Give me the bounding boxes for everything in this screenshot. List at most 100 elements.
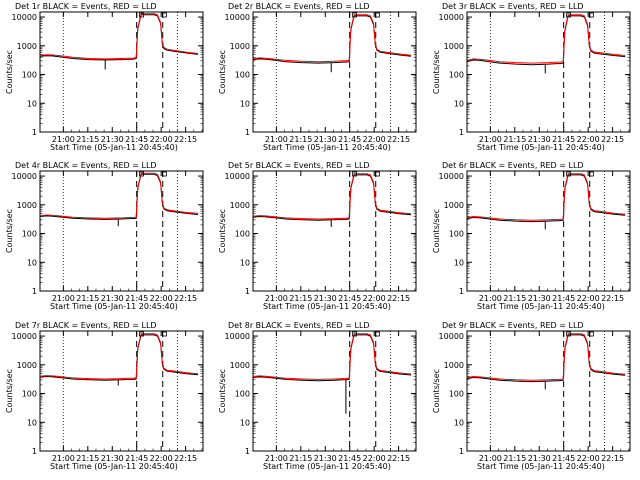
plot-title: Det 8r BLACK = Events, RED = LLD bbox=[228, 321, 370, 330]
x-axis-label: Start Time (05-Jan-11 20:45:40) bbox=[477, 143, 605, 152]
x-tick-label: 22:15 bbox=[387, 135, 410, 144]
saa-marker bbox=[566, 171, 571, 177]
x-tick-label: 21:00 bbox=[265, 294, 288, 303]
lld-line bbox=[252, 173, 412, 220]
x-tick-label: 21:15 bbox=[289, 454, 312, 463]
y-tick-label: 10000 bbox=[225, 172, 250, 181]
y-tick-label: 1000 bbox=[444, 361, 464, 370]
y-axis-label: Counts/sec bbox=[5, 369, 14, 413]
plot-panel-4: Det 4r BLACK = Events, RED = LLD 1 10 100 10… bbox=[5, 161, 204, 311]
y-axis-label: Counts/sec bbox=[218, 369, 227, 413]
events-line bbox=[39, 334, 199, 381]
x-tick-label: 21:45 bbox=[338, 454, 361, 463]
y-axis-label: Counts/sec bbox=[218, 50, 227, 94]
saa-marker bbox=[588, 12, 594, 18]
x-tick-label: 22:00 bbox=[363, 294, 386, 303]
events-line bbox=[466, 334, 626, 383]
x-tick-label: 21:45 bbox=[125, 294, 148, 303]
x-tick-label: 21:30 bbox=[101, 294, 124, 303]
y-tick-label: 100 bbox=[449, 230, 464, 239]
y-tick-label: 100 bbox=[235, 71, 250, 80]
x-tick-label: 22:00 bbox=[150, 135, 173, 144]
plot-panel-1: Det 1r BLACK = Events, RED = LLD 1 10 100 10… bbox=[5, 2, 204, 152]
saa-marker bbox=[161, 12, 167, 18]
saa-marker bbox=[374, 331, 380, 337]
y-tick-label: 10000 bbox=[12, 172, 37, 181]
y-tick-label: 10000 bbox=[225, 332, 250, 341]
x-tick-label: 21:00 bbox=[265, 135, 288, 144]
events-line bbox=[39, 173, 199, 220]
x-tick-label: 21:30 bbox=[101, 135, 124, 144]
x-tick-label: 21:45 bbox=[552, 294, 575, 303]
x-tick-label: 22:15 bbox=[174, 454, 197, 463]
x-axis-label: Start Time (05-Jan-11 20:45:40) bbox=[50, 302, 178, 311]
y-tick-label: 1 bbox=[32, 128, 37, 137]
events-line bbox=[252, 15, 412, 64]
y-tick-label: 1 bbox=[245, 128, 250, 137]
plot-frame bbox=[466, 11, 631, 133]
events-line bbox=[466, 174, 626, 223]
x-tick-label: 22:15 bbox=[601, 454, 624, 463]
x-axis-label: Start Time (05-Jan-11 20:45:40) bbox=[50, 462, 178, 471]
y-tick-label: 1 bbox=[459, 287, 464, 296]
y-tick-label: 1000 bbox=[17, 42, 37, 51]
saa-marker bbox=[139, 12, 144, 18]
saa-marker bbox=[161, 331, 167, 337]
x-tick-label: 21:30 bbox=[528, 454, 551, 463]
x-tick-label: 22:00 bbox=[363, 454, 386, 463]
x-tick-label: 21:45 bbox=[552, 454, 575, 463]
x-tick-label: 21:30 bbox=[528, 135, 551, 144]
y-tick-label: 10 bbox=[240, 258, 250, 267]
x-axis-label: Start Time (05-Jan-11 20:45:40) bbox=[263, 143, 391, 152]
x-tick-label: 21:15 bbox=[76, 454, 99, 463]
x-tick-label: 21:45 bbox=[338, 294, 361, 303]
x-axis-label: Start Time (05-Jan-11 20:45:40) bbox=[477, 302, 605, 311]
x-tick-label: 22:15 bbox=[601, 135, 624, 144]
y-axis-label: Counts/sec bbox=[432, 50, 441, 94]
saa-marker bbox=[139, 331, 144, 337]
plot-frame bbox=[39, 11, 204, 133]
plot-panel-8: Det 8r BLACK = Events, RED = LLD 1 10 100 10… bbox=[218, 321, 417, 471]
y-tick-label: 10 bbox=[27, 418, 37, 427]
events-line bbox=[252, 334, 412, 382]
x-tick-label: 22:00 bbox=[150, 454, 173, 463]
plot-title: Det 4r BLACK = Events, RED = LLD bbox=[15, 161, 157, 170]
plot-panel-2: Det 2r BLACK = Events, RED = LLD 1 10 100 10… bbox=[218, 2, 417, 152]
x-tick-label: 21:00 bbox=[52, 294, 75, 303]
x-tick-label: 21:45 bbox=[552, 135, 575, 144]
y-tick-label: 10000 bbox=[12, 332, 37, 341]
plot-frame bbox=[466, 170, 631, 292]
x-tick-label: 21:15 bbox=[503, 454, 526, 463]
plot-panel-7: Det 7r BLACK = Events, RED = LLD 1 10 100 10… bbox=[5, 321, 204, 471]
y-tick-label: 100 bbox=[449, 390, 464, 399]
saa-marker bbox=[566, 331, 571, 337]
y-tick-label: 1 bbox=[32, 287, 37, 296]
x-tick-label: 22:00 bbox=[577, 135, 600, 144]
y-tick-label: 10000 bbox=[12, 13, 37, 22]
x-tick-label: 22:00 bbox=[577, 454, 600, 463]
x-tick-label: 21:30 bbox=[314, 294, 337, 303]
x-tick-label: 21:15 bbox=[503, 294, 526, 303]
x-tick-label: 21:00 bbox=[479, 135, 502, 144]
y-tick-label: 1000 bbox=[17, 201, 37, 210]
x-tick-label: 22:15 bbox=[387, 454, 410, 463]
lld-line bbox=[466, 333, 626, 381]
saa-marker bbox=[352, 171, 357, 177]
x-tick-label: 21:45 bbox=[125, 135, 148, 144]
x-axis-label: Start Time (05-Jan-11 20:45:40) bbox=[50, 143, 178, 152]
saa-marker bbox=[161, 171, 167, 177]
plot-title: Det 5r BLACK = Events, RED = LLD bbox=[228, 161, 370, 170]
y-tick-label: 1000 bbox=[444, 42, 464, 51]
plot-panel-6: Det 6r BLACK = Events, RED = LLD 1 10 100 10… bbox=[432, 161, 631, 311]
plot-frame bbox=[252, 330, 417, 452]
plot-frame bbox=[39, 170, 204, 292]
y-tick-label: 10 bbox=[454, 418, 464, 427]
x-tick-label: 21:15 bbox=[289, 135, 312, 144]
x-tick-label: 21:00 bbox=[265, 454, 288, 463]
y-tick-label: 1 bbox=[245, 447, 250, 456]
y-tick-label: 10000 bbox=[225, 13, 250, 22]
y-tick-label: 10000 bbox=[439, 332, 464, 341]
saa-marker bbox=[352, 12, 357, 18]
y-tick-label: 10 bbox=[240, 99, 250, 108]
x-tick-label: 21:45 bbox=[338, 135, 361, 144]
